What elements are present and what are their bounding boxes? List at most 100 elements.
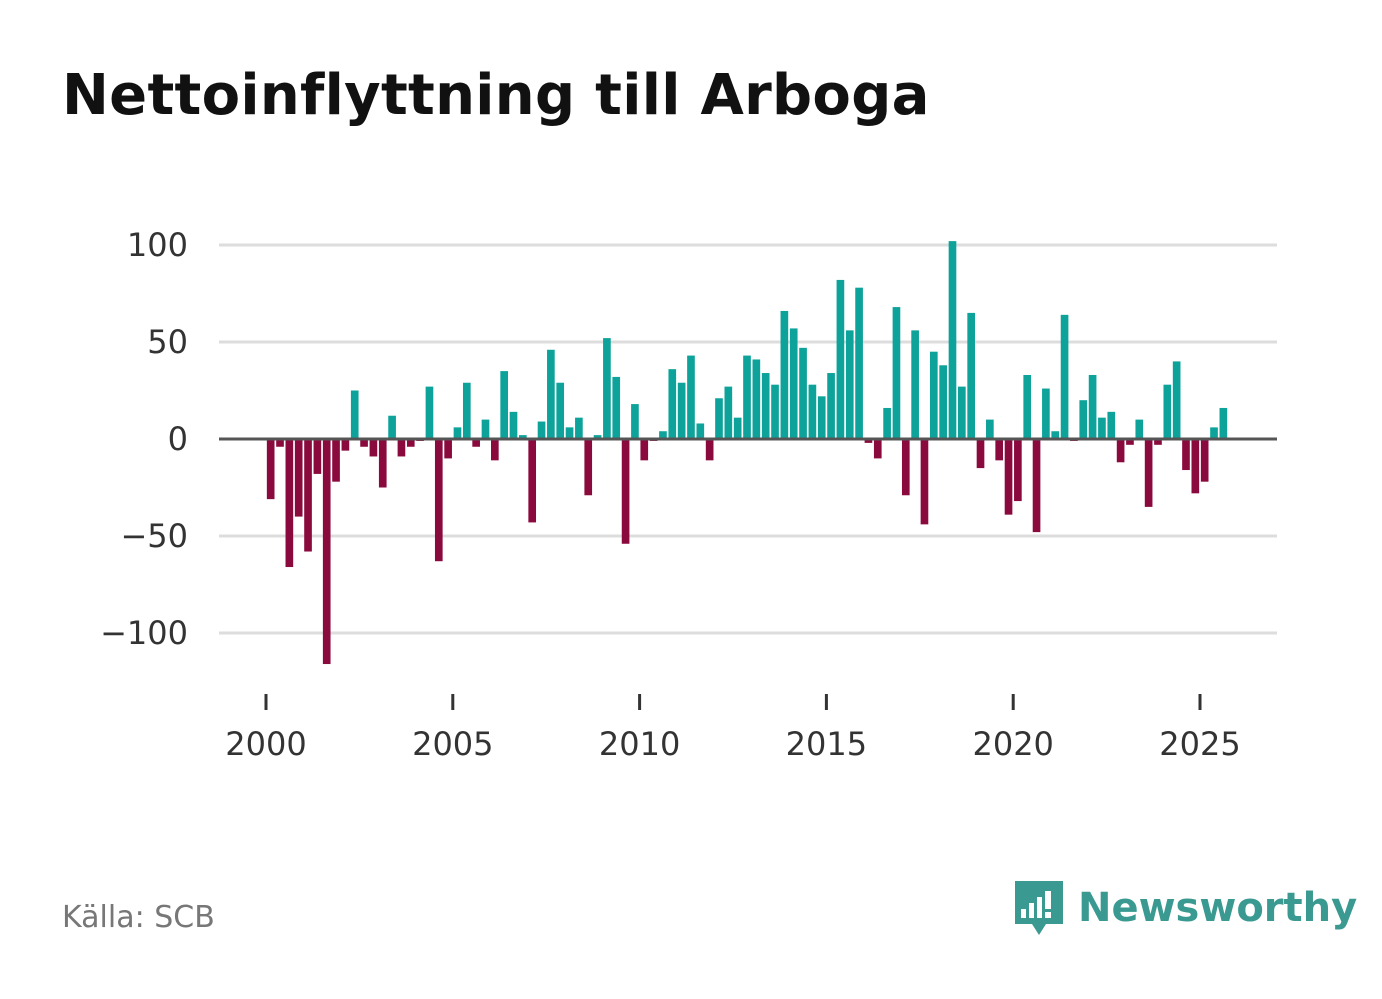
- newsworthy-logo-icon: [1015, 881, 1063, 935]
- bar: [677, 382, 686, 439]
- gridlines: [219, 243, 1277, 635]
- bar: [817, 396, 826, 439]
- bar: [332, 439, 340, 482]
- bar: [771, 384, 779, 439]
- bar: [406, 439, 415, 447]
- bar: [920, 439, 929, 525]
- bar: [537, 421, 546, 439]
- bar: [967, 312, 975, 439]
- bar: [939, 365, 947, 439]
- y-tick-label: −50: [120, 517, 188, 555]
- bar: [453, 427, 462, 439]
- bar: [528, 439, 537, 523]
- bar: [733, 417, 742, 439]
- x-tick-label: 2010: [599, 725, 680, 763]
- bar: [911, 330, 919, 439]
- x-tick-label: 2025: [1159, 725, 1240, 763]
- bar: [948, 241, 957, 439]
- bar: [593, 435, 602, 439]
- bar: [1060, 314, 1069, 439]
- bar: [304, 439, 312, 552]
- bar: [1126, 439, 1134, 445]
- bar: [1042, 388, 1050, 439]
- bars: [266, 241, 1228, 665]
- bar: [836, 279, 845, 439]
- bar: [1014, 439, 1022, 502]
- bar: [341, 439, 350, 451]
- bar: [556, 382, 565, 439]
- bar: [472, 439, 480, 447]
- bar: [1172, 361, 1181, 439]
- bar: [565, 427, 574, 439]
- bar: [761, 373, 770, 439]
- bar: [313, 439, 322, 474]
- bar: [696, 423, 705, 439]
- bar: [1004, 439, 1013, 515]
- bar: [1051, 431, 1060, 439]
- bar: [892, 307, 901, 439]
- x-tick-label: 2020: [972, 725, 1053, 763]
- bar: [743, 355, 751, 439]
- bar: [547, 349, 555, 439]
- bar: [378, 439, 387, 488]
- x-tick-label: 2005: [412, 725, 493, 763]
- bar: [425, 386, 434, 439]
- bar: [434, 439, 443, 562]
- bar: [285, 439, 294, 568]
- bar: [780, 310, 789, 439]
- bar: [1088, 374, 1097, 439]
- bar: [864, 439, 873, 443]
- y-tick-label: −100: [100, 614, 188, 652]
- bar: [481, 419, 490, 439]
- bar: [986, 419, 994, 439]
- bar: [1191, 439, 1200, 494]
- bar: [491, 439, 499, 461]
- y-tick-label: 0: [168, 420, 188, 458]
- bar: [621, 439, 630, 544]
- bar: [1107, 411, 1116, 439]
- bar: [1135, 419, 1144, 439]
- bar: [612, 376, 621, 439]
- bar: [855, 287, 863, 439]
- bar: [603, 338, 611, 439]
- bar: [789, 328, 798, 439]
- bar: [350, 390, 359, 439]
- bar: [1210, 427, 1218, 439]
- bar: [705, 439, 714, 461]
- bar: [1200, 439, 1209, 482]
- bar: [808, 384, 817, 439]
- bar: [1219, 407, 1228, 439]
- bar: [397, 439, 406, 457]
- y-tick-label: 100: [127, 226, 188, 264]
- bar: [976, 439, 985, 469]
- bar: [929, 351, 938, 439]
- bar: [901, 439, 910, 496]
- bar: [369, 439, 378, 457]
- bar: [575, 417, 583, 439]
- bar: [1032, 439, 1041, 533]
- bar: [500, 371, 508, 439]
- x-tick-label: 2015: [786, 725, 867, 763]
- chart-title: Nettoinflyttning till Arboga: [62, 63, 930, 128]
- brand-name: Newsworthy: [1078, 885, 1358, 931]
- bar: [276, 439, 284, 447]
- bar: [509, 411, 518, 439]
- bar: [519, 435, 527, 439]
- bar: [584, 439, 593, 496]
- source-label: Källa: SCB: [62, 900, 215, 935]
- bar: [1098, 417, 1106, 439]
- bar: [873, 439, 882, 459]
- bar: [752, 359, 761, 439]
- bar: [640, 439, 649, 461]
- bar: [687, 355, 695, 439]
- y-tick-label: 50: [147, 323, 188, 361]
- bar: [883, 407, 891, 439]
- bar: [995, 439, 1004, 461]
- bar: [266, 439, 275, 500]
- x-tick-label: 2000: [225, 725, 306, 763]
- bar: [1154, 439, 1162, 445]
- bar: [668, 369, 677, 439]
- bar: [360, 439, 368, 447]
- bar: [631, 404, 639, 439]
